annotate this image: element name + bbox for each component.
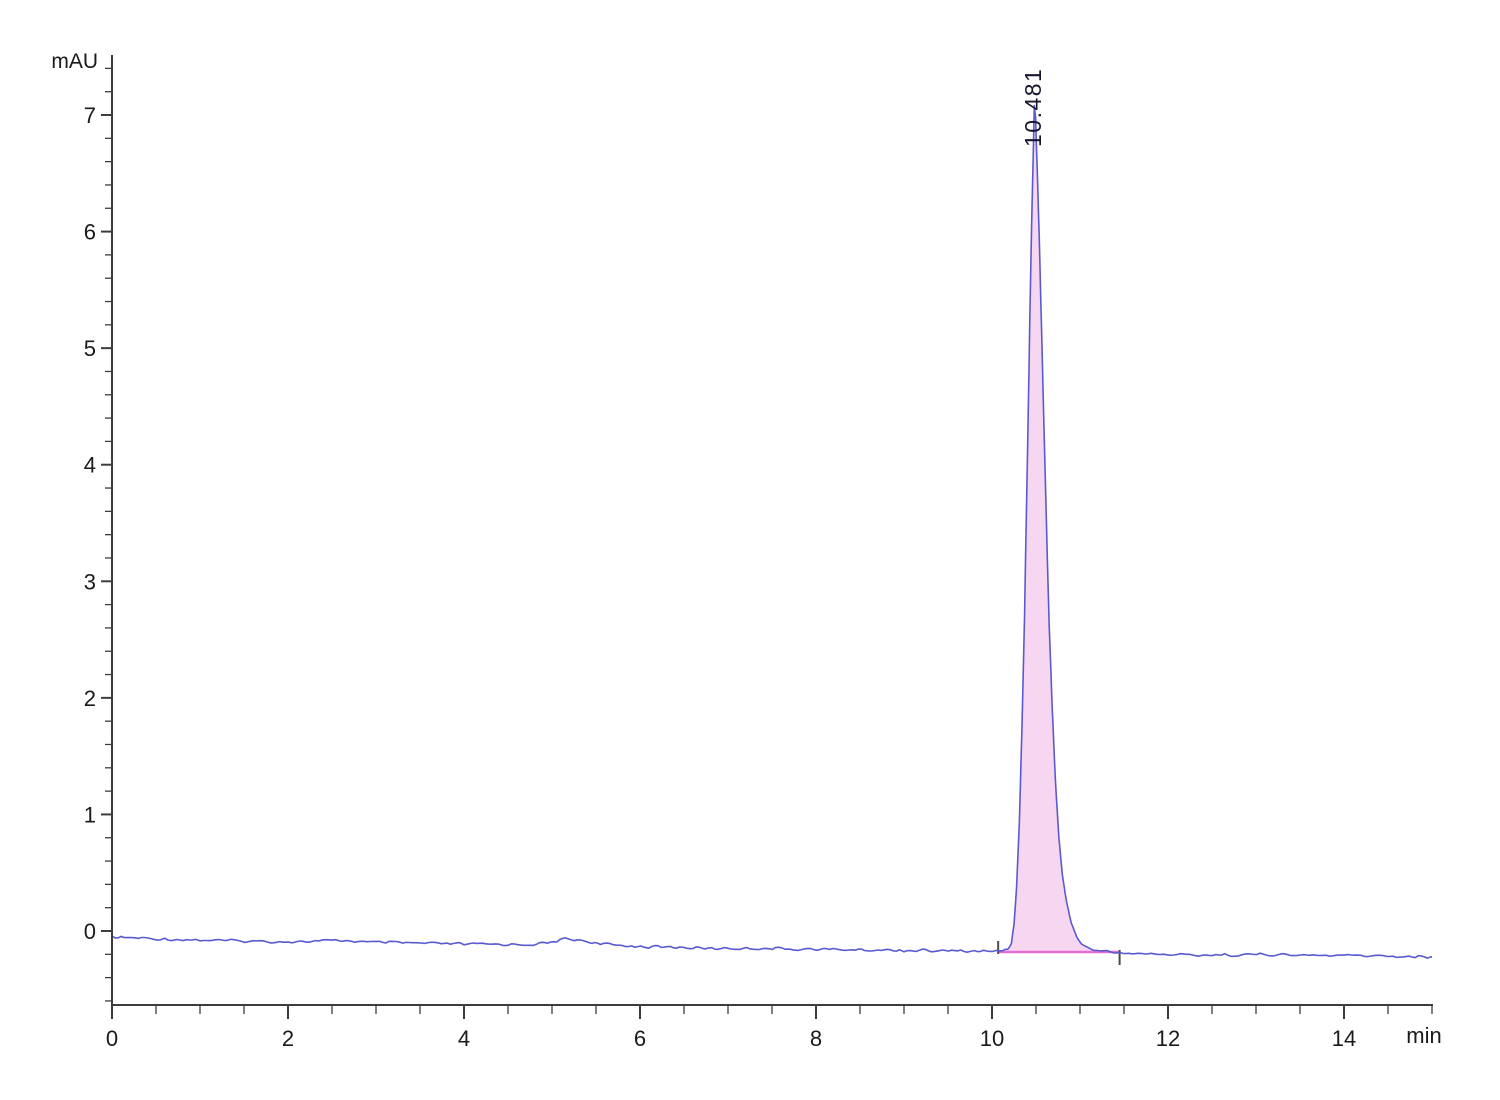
y-tick-label: 0 [84, 919, 96, 944]
y-tick-label: 5 [84, 336, 96, 361]
x-tick-label: 12 [1156, 1026, 1180, 1051]
x-tick-label: 14 [1332, 1026, 1356, 1051]
x-tick-label: 10 [980, 1026, 1004, 1051]
peak-retention-time-label: 10.481 [1020, 67, 1046, 147]
x-axis-unit-label: min [1406, 1023, 1442, 1048]
y-tick-label: 6 [84, 220, 96, 245]
y-tick-label: 1 [84, 802, 96, 827]
x-tick-label: 4 [458, 1026, 470, 1051]
x-tick-label: 0 [106, 1026, 118, 1051]
signal-trace [111, 104, 1433, 959]
x-tick-label: 8 [810, 1026, 822, 1051]
x-tick-label: 6 [634, 1026, 646, 1051]
y-tick-label: 2 [84, 686, 96, 711]
integration-area-fill [998, 105, 1120, 952]
y-tick-label: 7 [84, 103, 96, 128]
y-tick-label: 4 [84, 453, 96, 478]
x-tick-label: 2 [282, 1026, 294, 1051]
y-axis-unit-label: mAU [51, 50, 98, 73]
y-tick-label: 3 [84, 569, 96, 594]
